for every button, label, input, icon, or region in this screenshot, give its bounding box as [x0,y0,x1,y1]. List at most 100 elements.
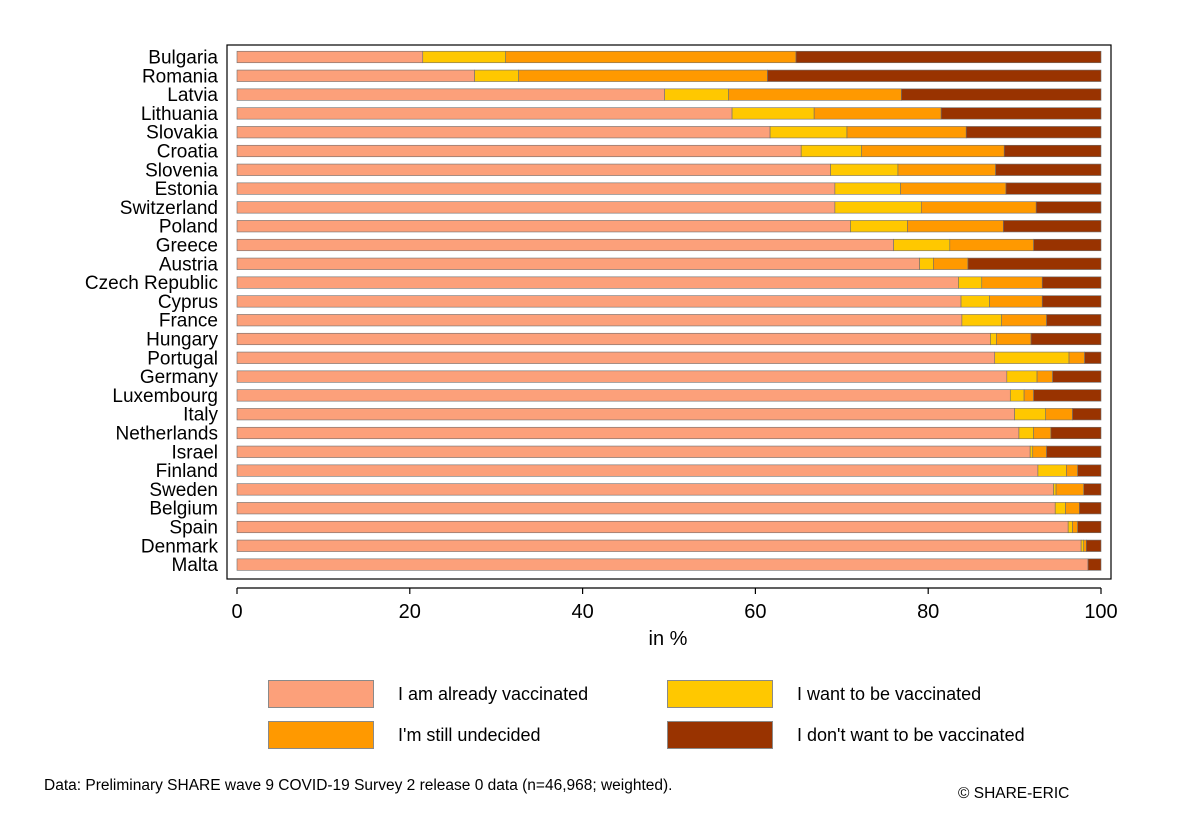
bar-austria-i-m-still-undecided [933,257,969,270]
bar-israel-i-am-already-vaccinated [236,445,1031,458]
bars-layer [236,50,1102,571]
bar-luxembourg-i-want-to-be-vaccinated [1009,389,1025,402]
bar-sweden-i-m-still-undecided [1055,483,1085,496]
bar-slovenia-i-want-to-be-vaccinated [830,163,899,176]
category-label-finland: Finland [156,461,218,482]
x-tick-label-20: 20 [399,601,421,623]
bar-poland-i-m-still-undecided [907,220,1004,233]
bar-malta-i-am-already-vaccinated [236,558,1089,571]
bar-austria-i-am-already-vaccinated [236,257,920,270]
bar-belgium-i-am-already-vaccinated [236,502,1056,515]
category-label-austria: Austria [159,254,219,275]
bar-sweden-i-want-to-be-vaccinated [1053,483,1057,496]
bar-slovakia-i-don-t-want-to-be-vaccinated [965,126,1102,139]
category-label-poland: Poland [159,217,218,238]
bar-italy-i-am-already-vaccinated [236,408,1015,421]
bar-latvia-i-m-still-undecided [728,88,902,101]
category-label-sweden: Sweden [149,480,218,501]
bar-netherlands-i-am-already-vaccinated [236,426,1020,440]
x-tick-label-40: 40 [571,601,593,623]
category-label-denmark: Denmark [141,536,219,557]
bar-switzerland-i-m-still-undecided [920,201,1037,214]
bar-italy-i-m-still-undecided [1045,408,1073,421]
bar-croatia-i-don-t-want-to-be-vaccinated [1003,144,1102,158]
bar-switzerland-i-want-to-be-vaccinated [834,201,922,214]
category-label-slovakia: Slovakia [146,123,218,144]
category-label-hungary: Hungary [146,330,218,351]
category-label-slovenia: Slovenia [145,160,218,181]
bar-spain-i-want-to-be-vaccinated [1067,520,1073,534]
bar-spain-i-don-t-want-to-be-vaccinated [1077,520,1102,534]
x-tick-label-60: 60 [744,601,766,623]
bar-italy-i-don-t-want-to-be-vaccinated [1072,408,1102,421]
bar-israel-i-m-still-undecided [1032,445,1047,458]
legend-swatch-want-vaccinated [667,680,773,708]
bar-romania-i-don-t-want-to-be-vaccinated [767,69,1102,82]
category-label-israel: Israel [172,442,218,463]
legend-swatch-undecided [268,721,374,749]
bar-israel-i-want-to-be-vaccinated [1029,445,1034,458]
bar-croatia-i-m-still-undecided [861,144,1005,158]
bar-czech-republic-i-am-already-vaccinated [236,276,959,289]
bar-czech-republic-i-m-still-undecided [981,276,1043,289]
bar-poland-i-don-t-want-to-be-vaccinated [1003,220,1102,233]
category-label-lithuania: Lithuania [141,104,219,125]
bar-denmark-i-don-t-want-to-be-vaccinated [1086,539,1102,552]
bar-greece-i-don-t-want-to-be-vaccinated [1033,238,1102,252]
bar-france-i-m-still-undecided [1001,314,1047,327]
bar-lithuania-i-don-t-want-to-be-vaccinated [940,107,1102,120]
bar-estonia-i-don-t-want-to-be-vaccinated [1005,182,1102,195]
bar-slovakia-i-m-still-undecided [846,126,967,139]
bar-france-i-don-t-want-to-be-vaccinated [1046,314,1102,327]
bar-switzerland-i-don-t-want-to-be-vaccinated [1035,201,1102,214]
category-label-switzerland: Switzerland [120,198,218,219]
category-label-germany: Germany [140,367,219,388]
bar-germany-i-don-t-want-to-be-vaccinated [1052,370,1102,383]
bar-finland-i-want-to-be-vaccinated [1037,464,1067,477]
bar-estonia-i-want-to-be-vaccinated [834,182,901,195]
bar-cyprus-i-am-already-vaccinated [236,295,962,308]
x-axis-title: in % [649,628,688,650]
bar-slovenia-i-m-still-undecided [897,163,996,176]
category-label-croatia: Croatia [157,142,219,163]
category-label-bulgaria: Bulgaria [148,48,218,69]
bar-portugal-i-am-already-vaccinated [236,351,996,364]
category-label-france: France [159,311,218,332]
bar-lithuania-i-am-already-vaccinated [236,107,733,120]
bar-austria-i-don-t-want-to-be-vaccinated [967,257,1102,270]
x-tick-label-100: 100 [1084,601,1117,623]
bar-romania-i-am-already-vaccinated [236,69,475,82]
bar-poland-i-am-already-vaccinated [236,220,851,233]
data-source-note: Data: Preliminary SHARE wave 9 COVID-19 … [44,777,673,794]
bar-portugal-i-don-t-want-to-be-vaccinated [1084,351,1102,364]
legend-label-want-vaccinated: I want to be vaccinated [797,684,982,704]
bar-germany-i-m-still-undecided [1036,370,1053,383]
bar-hungary-i-m-still-undecided [996,332,1032,346]
category-label-luxembourg: Luxembourg [112,386,218,407]
category-label-spain: Spain [169,518,218,539]
bar-spain-i-am-already-vaccinated [236,520,1069,534]
bar-sweden-i-am-already-vaccinated [236,483,1054,496]
bar-germany-i-am-already-vaccinated [236,370,1008,383]
bar-greece-i-m-still-undecided [949,238,1034,252]
bar-finland-i-m-still-undecided [1066,464,1078,477]
category-label-cyprus: Cyprus [158,292,218,313]
bar-estonia-i-m-still-undecided [900,182,1007,195]
bar-slovakia-i-am-already-vaccinated [236,126,771,139]
bar-belgium-i-want-to-be-vaccinated [1054,502,1066,515]
bar-slovenia-i-am-already-vaccinated [236,163,831,176]
bar-lithuania-i-m-still-undecided [813,107,942,120]
category-label-italy: Italy [183,405,218,426]
category-label-netherlands: Netherlands [116,424,218,445]
copyright-note: © SHARE-ERIC [958,785,1070,802]
bar-sweden-i-don-t-want-to-be-vaccinated [1083,483,1102,496]
bar-slovakia-i-want-to-be-vaccinated [769,126,848,139]
bar-france-i-am-already-vaccinated [236,314,963,327]
bar-belgium-i-don-t-want-to-be-vaccinated [1079,502,1102,515]
bar-finland-i-am-already-vaccinated [236,464,1039,477]
legend-label-already-vaccinated: I am already vaccinated [398,684,589,704]
legend-swatch-dont-want [667,721,773,749]
bar-cyprus-i-m-still-undecided [989,295,1043,308]
x-tick-label-0: 0 [231,601,242,623]
